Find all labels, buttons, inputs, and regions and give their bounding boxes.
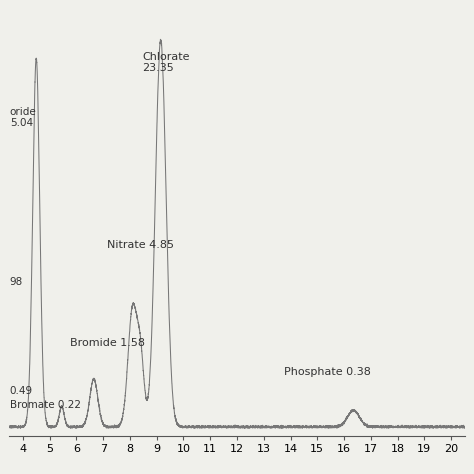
Text: 0.49: 0.49 — [10, 385, 33, 395]
Text: Bromide 1.58: Bromide 1.58 — [70, 337, 145, 347]
Text: Bromate 0.22: Bromate 0.22 — [10, 400, 81, 410]
Text: Phosphate 0.38: Phosphate 0.38 — [284, 367, 371, 377]
Text: oride
5.04: oride 5.04 — [10, 107, 36, 128]
Text: Chlorate
23.35: Chlorate 23.35 — [142, 52, 190, 73]
Text: 98: 98 — [10, 277, 23, 287]
Text: Nitrate 4.85: Nitrate 4.85 — [107, 240, 174, 250]
